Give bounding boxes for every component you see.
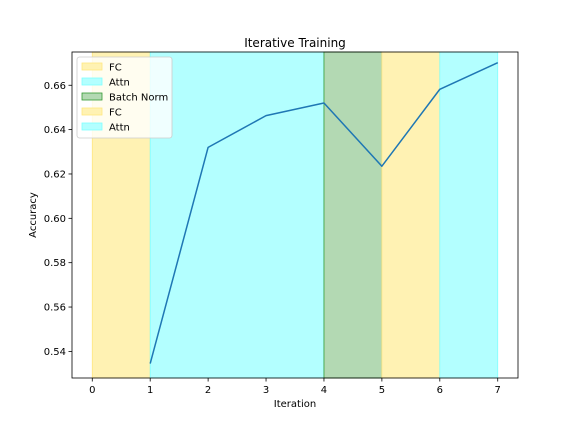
chart-title: Iterative Training [244, 36, 346, 50]
x-tick-label-4: 4 [321, 385, 327, 396]
span-attn-4 [440, 52, 498, 378]
legend-label-3: FC [109, 108, 122, 119]
x-tick-label-5: 5 [379, 385, 385, 396]
y-tick-label-0.60: 0.60 [44, 214, 66, 225]
legend: FC Attn Batch Norm FC Attn [77, 57, 172, 138]
legend-label-4: Attn [109, 123, 130, 134]
legend-label-1: Attn [109, 78, 130, 89]
legend-swatch-1 [82, 78, 102, 85]
x-axis-label: Iteration [274, 399, 316, 410]
x-tick-label-3: 3 [263, 385, 269, 396]
y-tick-label-0.54: 0.54 [44, 347, 66, 358]
y-tick-label-0.56: 0.56 [44, 303, 66, 314]
y-tick-label-0.64: 0.64 [44, 125, 66, 136]
legend-swatch-2 [82, 93, 102, 100]
x-tick-label-1: 1 [147, 385, 153, 396]
legend-label-0: FC [109, 63, 122, 74]
y-tick-label-0.66: 0.66 [44, 81, 66, 92]
legend-label-2: Batch Norm [109, 93, 168, 104]
span-batch-norm-2 [324, 52, 382, 378]
x-tick-label-0: 0 [89, 385, 95, 396]
span-attn-1 [150, 52, 324, 378]
x-tick-label-2: 2 [205, 385, 211, 396]
y-tick-label-0.58: 0.58 [44, 258, 66, 269]
y-tick-label-0.62: 0.62 [44, 169, 66, 180]
legend-swatch-3 [82, 108, 102, 115]
y-axis-label: Accuracy [28, 192, 39, 238]
x-tick-label-6: 6 [437, 385, 443, 396]
legend-swatch-0 [82, 63, 102, 70]
x-tick-label-7: 7 [495, 385, 501, 396]
legend-swatch-4 [82, 123, 102, 130]
